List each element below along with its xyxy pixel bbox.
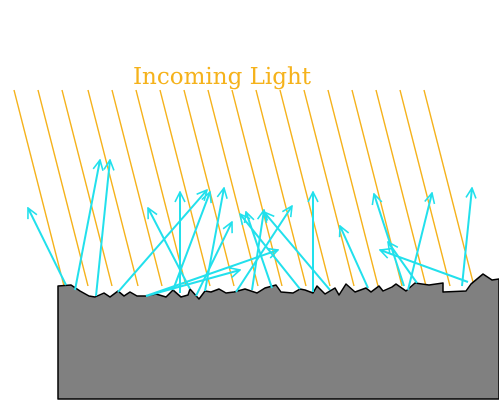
incoming-ray: [424, 90, 474, 286]
diagram-title: Incoming Light: [133, 64, 312, 90]
incoming-ray: [256, 90, 306, 286]
incoming-ray: [136, 90, 186, 286]
reflected-light-rays: [28, 160, 472, 296]
incoming-light-rays: [14, 90, 474, 286]
rough-surface: [58, 274, 499, 399]
reflected-ray: [118, 190, 207, 292]
incoming-ray: [280, 90, 330, 286]
incoming-ray: [184, 90, 234, 286]
incoming-ray: [112, 90, 162, 286]
incoming-ray: [14, 90, 64, 286]
incoming-ray: [400, 90, 450, 286]
incoming-ray: [62, 90, 112, 286]
reflected-ray: [374, 194, 404, 286]
incoming-ray: [304, 90, 354, 286]
reflected-ray: [340, 226, 368, 288]
reflected-ray: [96, 160, 110, 296]
